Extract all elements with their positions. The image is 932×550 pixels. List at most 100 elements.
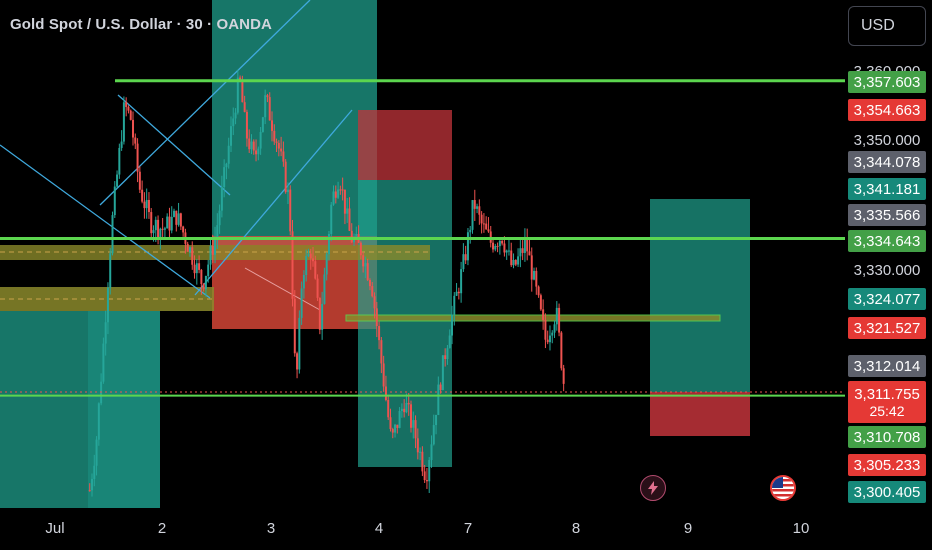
candle-down <box>403 408 406 413</box>
candle-down <box>280 148 283 152</box>
candle-down <box>143 201 146 209</box>
candle-down <box>503 243 506 253</box>
candle-down <box>528 251 531 256</box>
us-flag-event-icon[interactable] <box>770 475 796 501</box>
candle-up <box>337 189 340 198</box>
candle-up <box>332 191 335 205</box>
currency-button[interactable]: USD <box>848 6 926 46</box>
price-label: 3,344.078 <box>848 151 926 173</box>
candle-up <box>451 314 454 336</box>
x-tick-label: 7 <box>463 520 473 537</box>
candle-down <box>193 264 196 274</box>
candle-down <box>521 248 524 253</box>
candle-down <box>282 151 285 162</box>
candle-up <box>95 439 98 466</box>
candle-up <box>455 291 458 296</box>
candle-down <box>409 404 412 428</box>
candle-down <box>275 141 278 143</box>
candle-down <box>127 106 130 111</box>
price-label: 3,324.077 <box>848 288 926 310</box>
candle-down <box>191 247 194 265</box>
candle-down <box>157 219 160 238</box>
candle-up <box>286 189 289 193</box>
teal-zone-bottom-left-inner <box>88 311 160 508</box>
candle-down <box>359 242 362 256</box>
chart-title: Gold Spot / U.S. Dollar · 30 · OANDA <box>10 16 272 33</box>
price-label: 3,341.181 <box>848 178 926 200</box>
lightning-event-icon[interactable] <box>640 475 666 501</box>
candle-down <box>539 295 542 310</box>
candle-up <box>220 187 223 211</box>
candle-down <box>132 119 135 138</box>
candle-up <box>209 245 212 265</box>
candle-up <box>188 247 191 252</box>
candle-down <box>439 384 442 391</box>
candle-down <box>241 79 244 103</box>
candle-up <box>476 206 479 209</box>
olive-zone-thin <box>345 314 721 322</box>
price-chart[interactable] <box>0 0 845 508</box>
candle-down <box>389 417 392 430</box>
candle-up <box>512 259 515 266</box>
candle-up <box>533 270 536 280</box>
candle-down <box>296 353 299 370</box>
candle-up <box>173 210 176 217</box>
teal-zone-top <box>212 0 377 245</box>
candle-down <box>284 161 287 193</box>
candle-down <box>473 200 476 209</box>
y-tick-label: 3,350.000 <box>853 131 921 149</box>
candle-up <box>441 355 444 391</box>
candle-up <box>323 274 326 304</box>
candle-up <box>553 324 556 333</box>
candle-up <box>166 216 169 229</box>
x-tick-label: Jul <box>45 520 65 537</box>
candle-up <box>218 210 221 226</box>
candle-up <box>551 332 554 336</box>
candle-up <box>462 254 465 270</box>
candle-up <box>453 295 456 315</box>
candle-down <box>530 255 533 280</box>
candle-up <box>259 131 262 149</box>
countdown-timer: 25:42 <box>869 402 905 419</box>
candle-down <box>309 253 312 259</box>
candle-up <box>232 118 235 127</box>
candle-down <box>362 255 365 267</box>
candle-up <box>330 204 333 234</box>
candle-up <box>170 216 173 231</box>
candle-up <box>122 102 125 142</box>
candle-up <box>102 343 105 382</box>
candle-down <box>277 142 280 149</box>
candle-down <box>373 296 376 309</box>
candle-up <box>435 414 438 426</box>
candle-up <box>223 167 226 188</box>
candle-up <box>555 307 558 325</box>
candle-up <box>505 250 508 253</box>
candle-up <box>106 287 109 323</box>
candle-down <box>496 245 499 247</box>
candle-up <box>97 403 100 440</box>
candle-down <box>343 189 346 214</box>
candle-up <box>159 228 162 238</box>
candle-up <box>517 256 520 265</box>
candle-down <box>425 480 428 482</box>
candle-down <box>186 243 189 252</box>
candle-up <box>412 420 415 428</box>
candle-down <box>350 230 353 243</box>
candle-down <box>464 254 467 261</box>
candle-up <box>325 254 328 275</box>
price-label: 3,321.527 <box>848 317 926 339</box>
candle-down <box>245 111 248 139</box>
candle-up <box>346 208 349 214</box>
candle-up <box>523 239 526 253</box>
candle-down <box>243 102 246 112</box>
candle-up <box>432 425 435 445</box>
candle-down <box>141 189 144 202</box>
candle-down <box>175 210 178 225</box>
candle-down <box>387 400 390 418</box>
trend-line <box>117 94 231 196</box>
candle-down <box>289 189 292 232</box>
price-label: 3,311.755 25:42 <box>848 381 926 423</box>
candle-down <box>396 424 399 428</box>
candle-down <box>366 263 369 281</box>
x-tick-label: 8 <box>571 520 581 537</box>
